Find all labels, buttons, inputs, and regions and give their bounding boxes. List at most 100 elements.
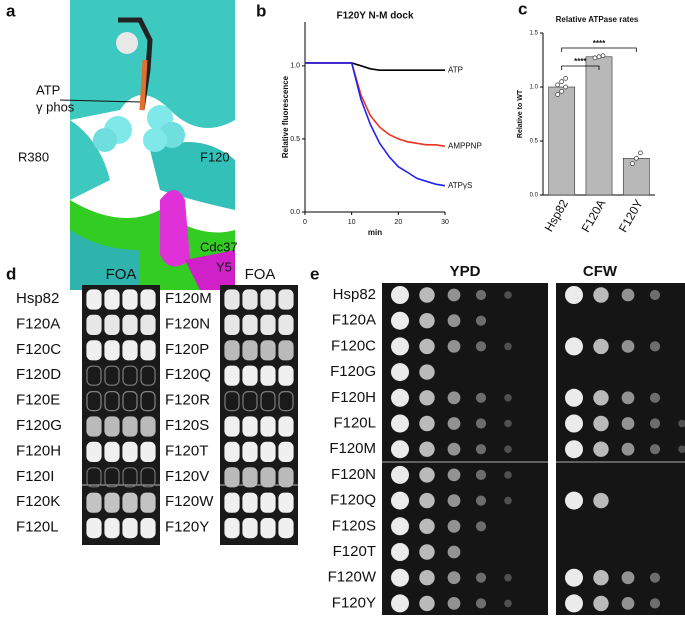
plate-title: YPD [450,263,481,280]
data-point [555,92,561,97]
spot [447,442,461,456]
data-point [592,55,598,61]
row-label: F120A [332,312,376,329]
spot [475,289,487,301]
spot [419,518,435,534]
spot [447,597,461,610]
spot [621,391,635,405]
row-label: F120M [329,440,376,457]
row-label: F120Q [330,492,376,509]
patch [122,416,138,437]
patch [86,492,102,513]
spot [678,445,685,453]
spot [649,444,661,455]
row-label: F120Y [332,594,376,611]
row-label: F120S [165,417,209,434]
patch [260,340,276,361]
significance-bracket [561,47,637,52]
spot [391,337,409,356]
data-point [563,76,569,81]
spot [504,394,512,402]
spot [447,314,461,328]
patch [242,441,258,462]
patch [260,365,276,386]
spot [419,492,435,509]
patch [278,467,294,488]
y-tick-label: 0.0 [530,193,539,199]
data-point [633,155,639,161]
patch [86,517,102,539]
row-label: F120C [331,337,376,354]
series-label: ATPγS [448,181,472,190]
spot [391,543,409,561]
spot [391,440,409,459]
x-axis-label: min [368,228,382,237]
patch [104,441,120,462]
spot [391,363,409,382]
patch [86,340,102,361]
patch [140,340,156,361]
spot [621,340,635,353]
panel-letter: c [518,0,527,18]
patch [86,365,102,386]
spot [593,287,609,303]
y-axis-label: Relative to WT [517,89,524,138]
patch [122,391,138,412]
patch [260,314,276,335]
bar [622,157,650,196]
spot [565,440,583,459]
spot [678,419,685,428]
spot [649,392,661,403]
patch [140,289,156,310]
data-point [555,82,561,88]
panel-letter: a [6,1,16,20]
patch [224,289,240,310]
spot [621,442,635,456]
patch [242,340,258,361]
spot [504,419,512,428]
spot [649,341,661,352]
y-tick-label: 0.0 [290,209,300,216]
data-point [559,79,565,84]
patch [122,467,138,488]
spot [447,391,461,405]
row-label: F120T [333,543,376,560]
spot [649,418,661,429]
spot [621,597,635,610]
spot [565,594,583,613]
spot [621,288,635,302]
panel-letter: d [6,264,16,283]
spot [649,572,661,583]
label: Cdc37 [200,239,238,254]
patch [260,441,276,462]
spot [504,573,512,582]
spot [419,570,435,586]
row-label: F120L [16,519,59,536]
patch [122,314,138,335]
patch [260,391,276,412]
patch [224,492,240,513]
patch [278,391,294,412]
patch [86,391,102,412]
spot [419,390,435,406]
x-tick-label: 0 [303,219,307,226]
spot [565,491,583,510]
spot [391,517,409,536]
spot [447,545,461,559]
x-tick-label: F120A [579,197,609,235]
patch [278,340,294,361]
patch [242,314,258,335]
patch [260,416,276,437]
patch [260,517,276,539]
patch [224,416,240,437]
spot [593,390,609,406]
spot [565,337,583,356]
patch [140,492,156,513]
spot [391,491,409,510]
spot [593,415,609,432]
spot [649,598,661,609]
patch [278,365,294,386]
row-label: F120W [328,569,377,586]
row-label: F120E [16,392,60,409]
